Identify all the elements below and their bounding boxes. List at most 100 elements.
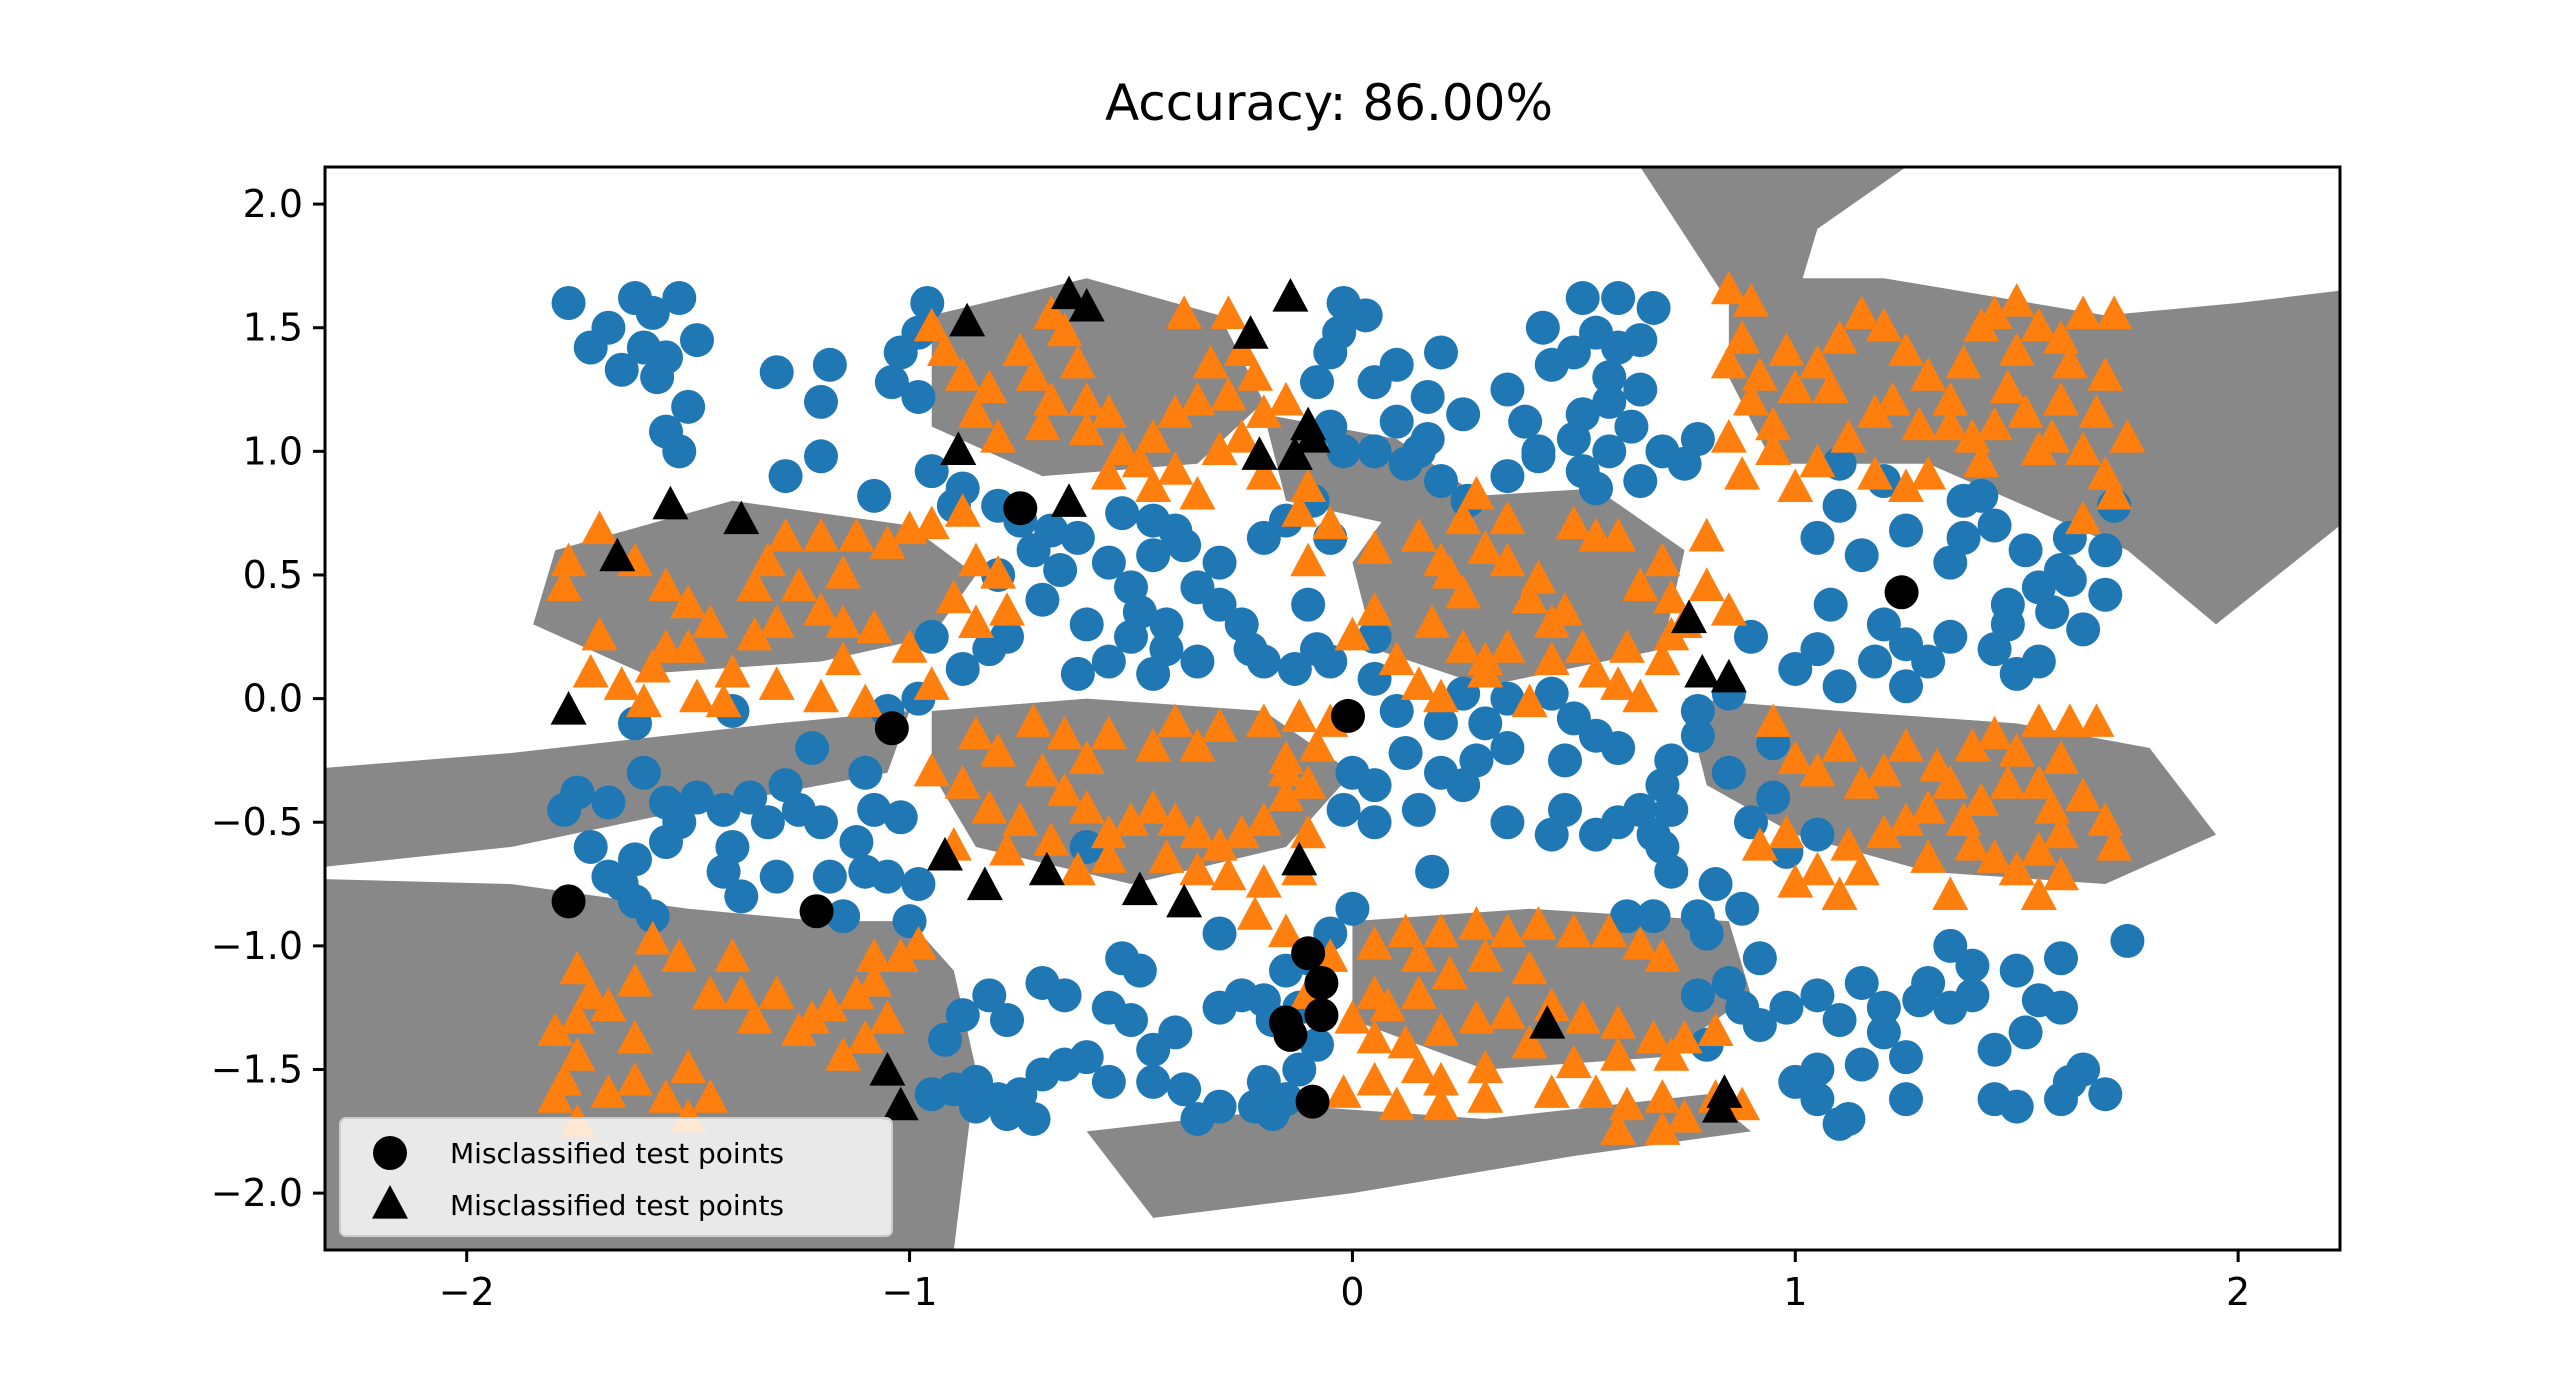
class0-point [1734,619,1768,654]
class1-point [1223,814,1260,849]
class0-point [1889,1040,1923,1075]
class0-point [1114,570,1148,605]
class1-point [1653,1037,1690,1071]
class1-point [1555,913,1592,948]
class1-point [856,938,893,972]
class1-point [2065,500,2102,535]
class1-point [958,394,994,428]
class0-point [759,859,794,894]
class0-point [1424,335,1458,370]
class0-point [1446,768,1481,803]
class1-point [1644,1079,1681,1113]
class1-point [603,666,640,700]
misclassified-triangle-point [1281,841,1318,876]
class1-point [1555,505,1592,540]
class0-point [1579,471,1613,506]
class1-point [1963,782,2000,817]
class1-point [1830,826,1867,861]
class1-point [1644,542,1681,577]
class1-point [913,505,950,540]
class0-point [1136,1064,1171,1099]
y-axis: 2.0 1.5 1.0 0.5 0.0 −0.5 −1.0 −1.5 −2.0 [211,182,325,1215]
class0-point [1866,607,1901,642]
class0-point [2008,533,2043,568]
class1-point [803,592,839,626]
misclassified-triangle-point [723,500,760,535]
class0-point [1091,1064,1126,1099]
chart-title: Accuracy: 86.00% [1105,74,1553,132]
class0-point [2021,644,2056,679]
class1-point [1201,708,1238,742]
y-tick-label: −1.5 [211,1048,303,1092]
class1-point [1135,728,1172,762]
class0-point [1446,397,1481,432]
class1-point [1874,381,1911,416]
class1-point [1068,740,1105,775]
class1-point [1356,530,1393,564]
class1-point [1290,765,1327,799]
class1-point [1564,629,1601,663]
class0-point [1866,990,1901,1025]
class1-point [2096,475,2133,510]
class0-point [804,439,838,474]
y-tick-label: 1.5 [243,306,303,350]
class0-point [649,785,683,820]
class1-point [1888,802,1924,836]
class0-point [1105,941,1140,976]
x-tick-label: −2 [439,1270,495,1314]
class1-point [838,517,875,552]
y-tick-label: −2.0 [211,1171,303,1215]
y-tick-label: −0.5 [211,800,303,844]
class1-point [1932,381,1969,416]
class1-point [1622,567,1659,601]
misclassified-triangle-point [599,537,636,572]
class1-point [1644,1111,1681,1145]
class0-point [1933,928,1968,963]
class1-point [1600,517,1637,552]
class1-point [1445,574,1482,609]
class1-point [1445,500,1482,535]
class1-point [1777,369,1814,404]
class1-point [1609,629,1645,663]
class1-point [2109,418,2146,453]
class0-point [1933,619,1968,654]
class1-point [1024,752,1061,787]
class1-point [1555,1044,1592,1079]
class0-point [1977,508,2012,543]
class0-point [1424,464,1458,499]
class0-point [1680,421,1715,456]
class1-point [1179,728,1216,762]
class1-point [869,1000,906,1034]
class0-point [1610,899,1644,934]
class1-point [1843,851,1880,886]
class1-point [1600,1004,1637,1039]
y-tick-label: 0.0 [243,677,303,721]
class0-point [1742,941,1777,976]
class0-point [1654,792,1689,827]
class0-point [604,352,639,387]
class1-point [1976,406,2013,441]
class1-point [1015,357,1052,391]
class1-point [958,604,994,639]
class0-point [883,335,918,370]
class1-point [1697,1012,1734,1047]
class1-point [1489,542,1526,577]
class0-point [1326,792,1361,827]
class0-point [759,355,794,390]
class1-point [1059,344,1096,379]
class1-point [1135,468,1172,503]
class0-point [1025,965,1060,1000]
class1-point [1068,411,1105,446]
class0-point [1689,916,1724,951]
class1-point [692,1079,729,1113]
class0-point [724,879,759,914]
class0-point [2088,1077,2123,1112]
class0-point [1623,464,1658,499]
class1-point [1777,740,1814,775]
class0-point [1636,899,1671,934]
misclassified-triangle-point [940,431,977,465]
class0-point [1149,632,1184,667]
misclassified-triangle-point [1702,1089,1738,1123]
class1-point [1865,752,1902,787]
legend-circle-marker [373,1136,407,1170]
